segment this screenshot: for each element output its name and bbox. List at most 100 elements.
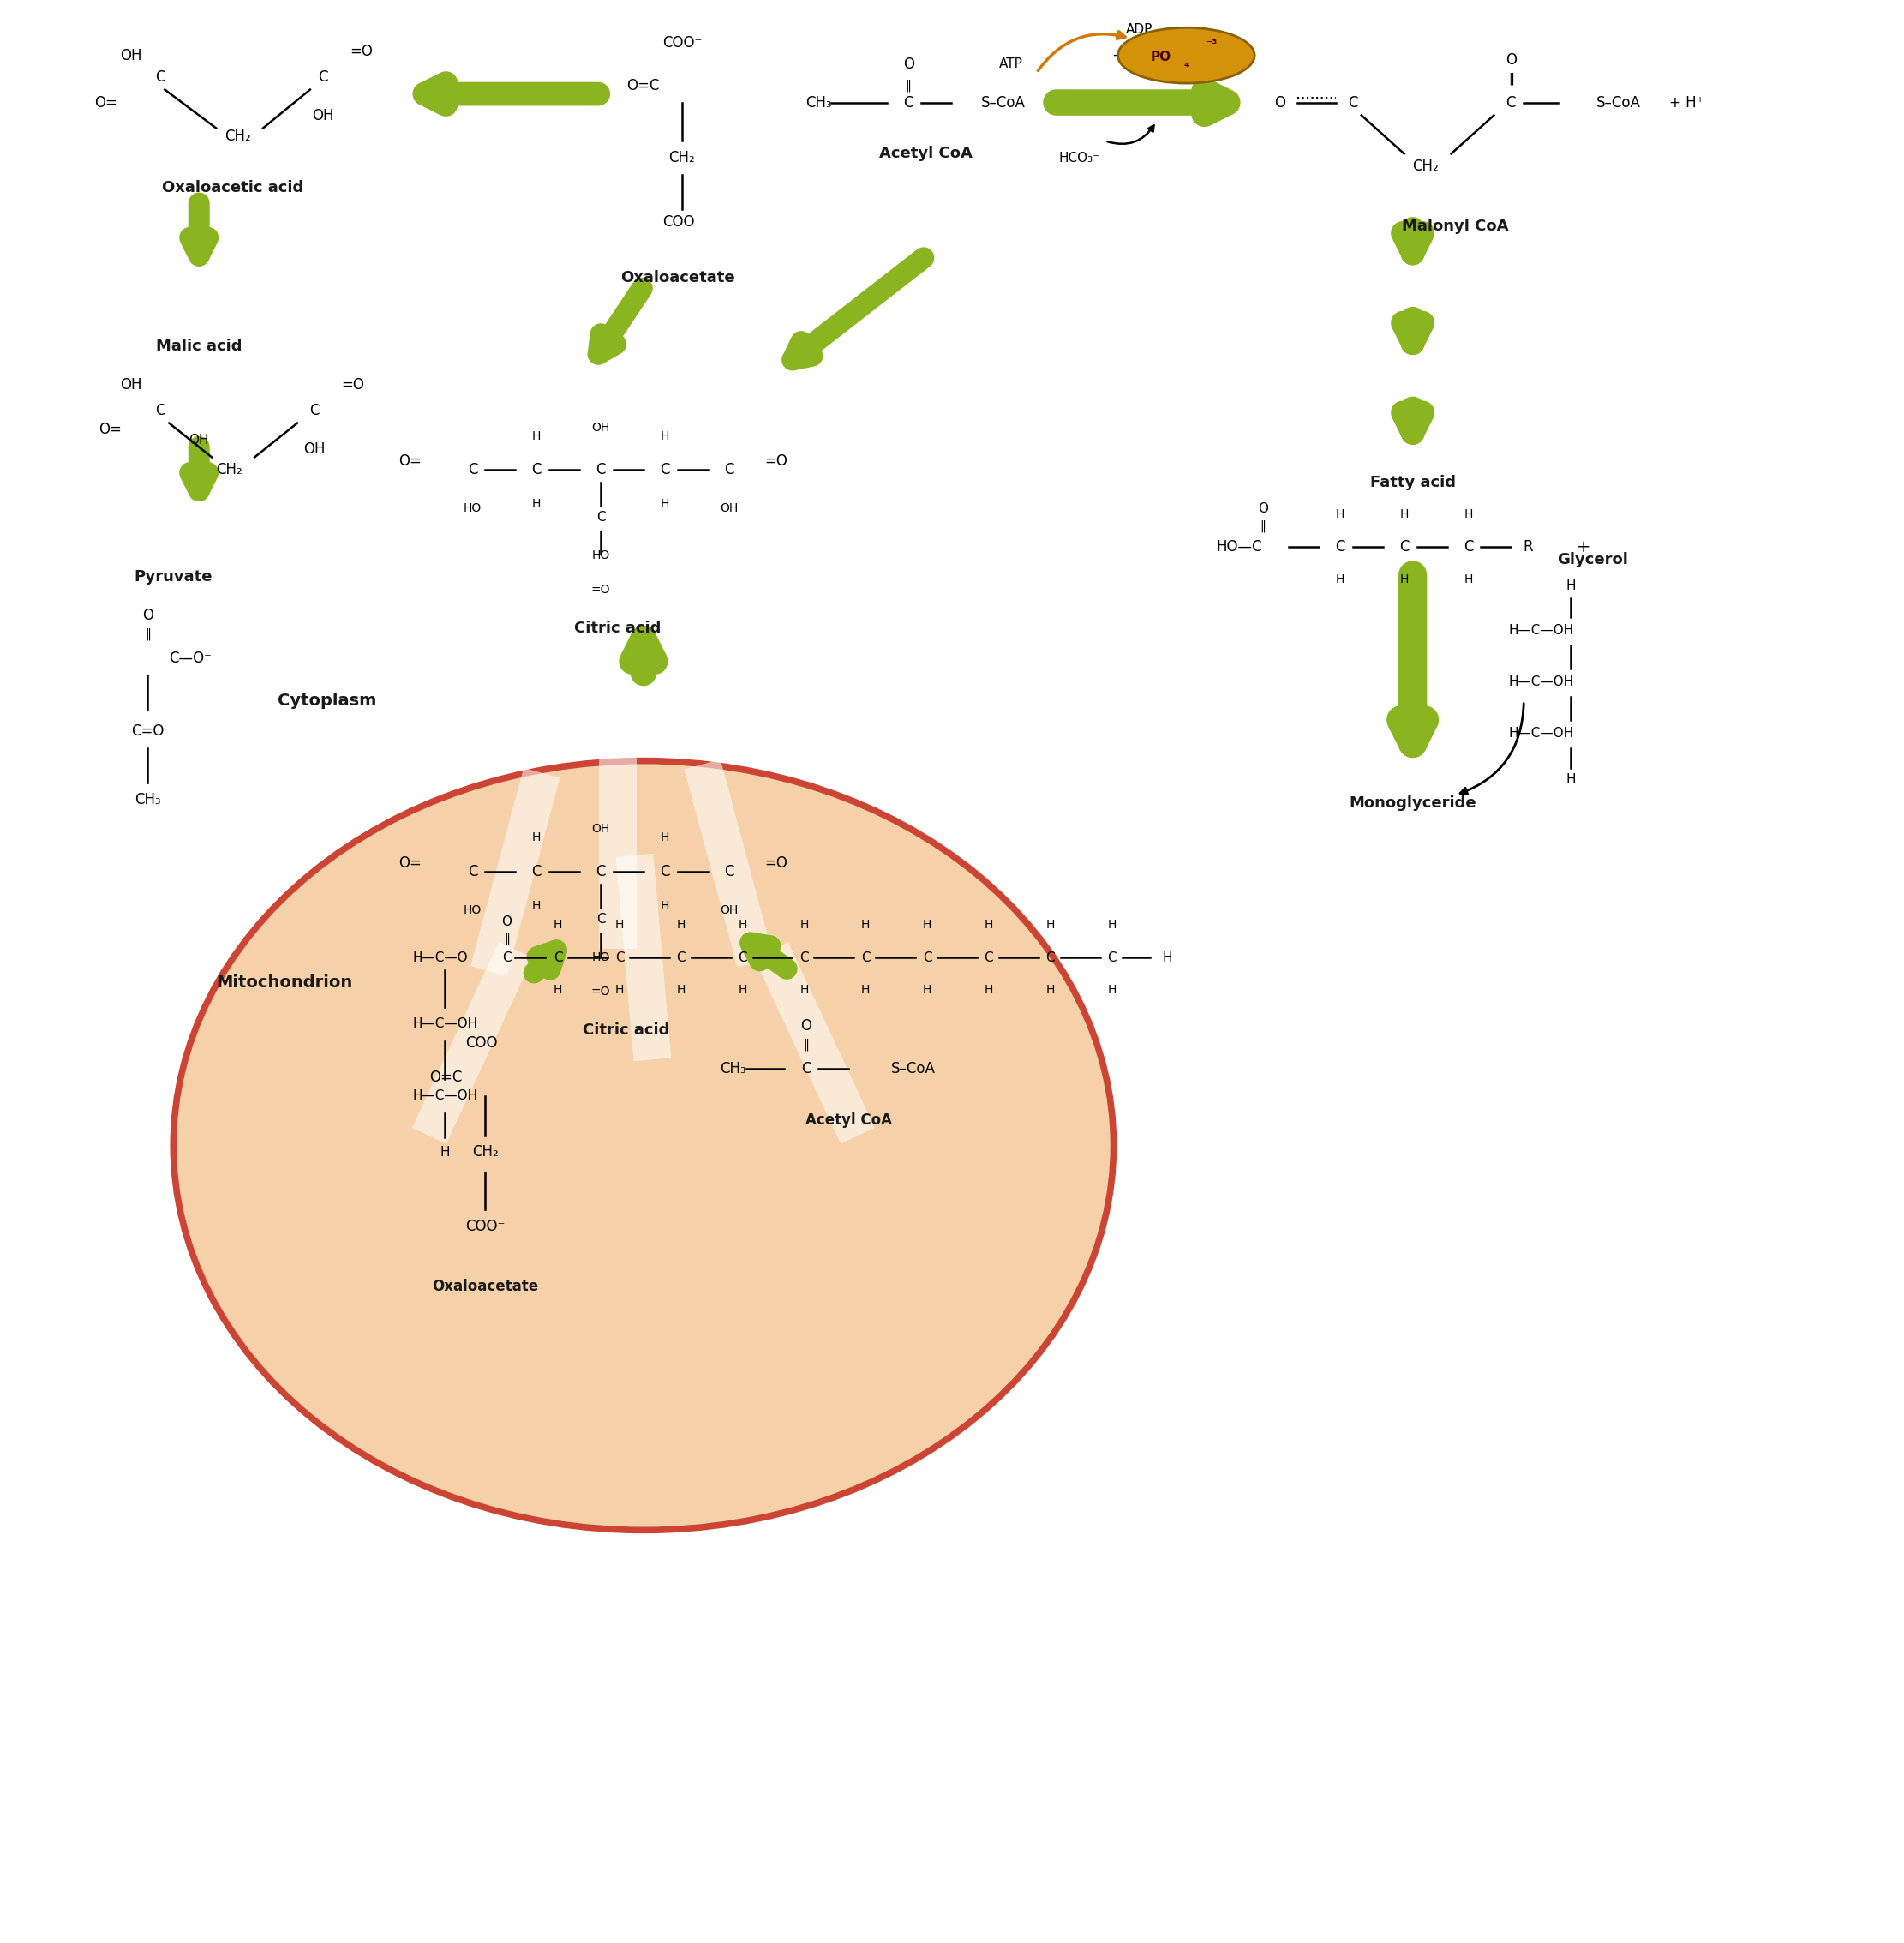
Text: Mitochondrion: Mitochondrion: [217, 975, 352, 991]
Text: H: H: [1108, 919, 1116, 931]
Text: =O: =O: [764, 455, 788, 470]
Text: C: C: [1045, 950, 1055, 964]
Text: O: O: [1274, 95, 1285, 111]
Text: H—C—OH: H—C—OH: [1508, 727, 1573, 740]
Text: C: C: [531, 462, 541, 478]
Text: Citric acid: Citric acid: [575, 620, 661, 635]
Text: Citric acid: Citric acid: [583, 1022, 670, 1038]
Text: O=: O=: [95, 95, 118, 111]
Text: H—C—OH: H—C—OH: [1508, 624, 1573, 637]
Text: H—C—OH: H—C—OH: [1508, 676, 1573, 688]
Text: =O: =O: [590, 985, 611, 997]
Text: C: C: [596, 511, 605, 523]
Ellipse shape: [173, 762, 1114, 1531]
Text: OH: OH: [120, 377, 141, 392]
Text: HO: HO: [592, 952, 609, 964]
Polygon shape: [615, 853, 670, 1061]
Text: H: H: [984, 983, 994, 997]
Text: Malonyl CoA: Malonyl CoA: [1401, 220, 1508, 235]
Text: Monoglyceride: Monoglyceride: [1350, 797, 1476, 812]
Text: O=C: O=C: [626, 78, 659, 93]
Text: H: H: [984, 919, 994, 931]
Text: O=: O=: [398, 855, 421, 870]
Text: H: H: [739, 983, 746, 997]
FancyArrowPatch shape: [1108, 124, 1154, 144]
Text: C: C: [468, 865, 478, 880]
Text: O: O: [800, 1018, 811, 1034]
Text: S–CoA: S–CoA: [981, 95, 1026, 111]
Text: H: H: [739, 919, 746, 931]
Text: OH: OH: [592, 422, 609, 433]
Text: C: C: [861, 950, 870, 964]
Polygon shape: [411, 942, 533, 1144]
Text: H: H: [440, 1146, 449, 1158]
Text: C: C: [468, 462, 478, 478]
Text: HO: HO: [463, 903, 482, 917]
Text: H: H: [531, 429, 541, 441]
Text: H: H: [861, 919, 870, 931]
Text: H: H: [661, 832, 668, 843]
Text: HO: HO: [592, 550, 609, 562]
Text: ‖: ‖: [145, 628, 150, 641]
Text: H: H: [1464, 509, 1472, 521]
Ellipse shape: [1118, 27, 1255, 84]
Text: OH: OH: [312, 107, 333, 122]
Text: Cytoplasm: Cytoplasm: [278, 694, 377, 709]
Text: O=: O=: [99, 422, 122, 437]
Text: C: C: [676, 950, 685, 964]
Text: C: C: [156, 402, 166, 418]
Text: H: H: [531, 497, 541, 511]
Text: R: R: [1523, 540, 1533, 556]
Text: Oxaloacetate: Oxaloacetate: [621, 270, 735, 286]
Text: C—O⁻: C—O⁻: [169, 651, 211, 666]
Text: C: C: [554, 950, 562, 964]
Text: +: +: [1112, 49, 1123, 64]
Text: C: C: [596, 865, 605, 880]
Text: C: C: [984, 950, 994, 964]
Text: CH₂: CH₂: [215, 462, 242, 478]
Text: CH₂: CH₂: [472, 1144, 499, 1160]
Text: ⁻³: ⁻³: [1205, 39, 1217, 51]
Text: H: H: [661, 900, 668, 911]
Text: HO: HO: [463, 503, 482, 515]
Text: C: C: [1464, 540, 1474, 556]
Text: H: H: [1335, 509, 1344, 521]
Text: H: H: [1335, 573, 1344, 585]
Text: C=O: C=O: [131, 723, 164, 738]
Text: CH₂: CH₂: [225, 128, 251, 144]
Text: PO: PO: [1150, 51, 1171, 64]
Polygon shape: [754, 942, 874, 1144]
Text: OH: OH: [720, 903, 739, 917]
Text: ATP: ATP: [1000, 58, 1022, 70]
Text: C: C: [923, 950, 931, 964]
Text: C: C: [1506, 95, 1516, 111]
Text: H—C—O: H—C—O: [413, 950, 468, 964]
Text: H: H: [615, 983, 625, 997]
Text: OH: OH: [188, 433, 209, 447]
Text: C: C: [802, 1061, 811, 1076]
Text: O: O: [143, 608, 152, 624]
Text: CH₂: CH₂: [668, 150, 695, 165]
Text: COO⁻: COO⁻: [663, 214, 703, 229]
Text: ‖: ‖: [505, 933, 510, 944]
Text: C: C: [724, 865, 733, 880]
Text: H: H: [1163, 950, 1173, 964]
Text: H: H: [554, 919, 562, 931]
Text: C: C: [1348, 95, 1358, 111]
Text: Oxaloacetate: Oxaloacetate: [432, 1278, 539, 1294]
Text: H: H: [1108, 983, 1116, 997]
Text: H—C—OH: H—C—OH: [413, 1090, 478, 1102]
Text: COO⁻: COO⁻: [465, 1218, 505, 1234]
Text: H: H: [531, 832, 541, 843]
Text: C: C: [596, 462, 605, 478]
Text: C: C: [310, 402, 320, 418]
Text: C: C: [1335, 540, 1344, 556]
Text: C: C: [531, 865, 541, 880]
Text: O=C: O=C: [430, 1069, 463, 1084]
Text: C: C: [156, 70, 166, 85]
Text: H: H: [661, 497, 668, 511]
Text: H: H: [531, 900, 541, 911]
Text: C: C: [596, 913, 605, 925]
Text: ‖: ‖: [906, 80, 912, 91]
Text: H: H: [554, 983, 562, 997]
